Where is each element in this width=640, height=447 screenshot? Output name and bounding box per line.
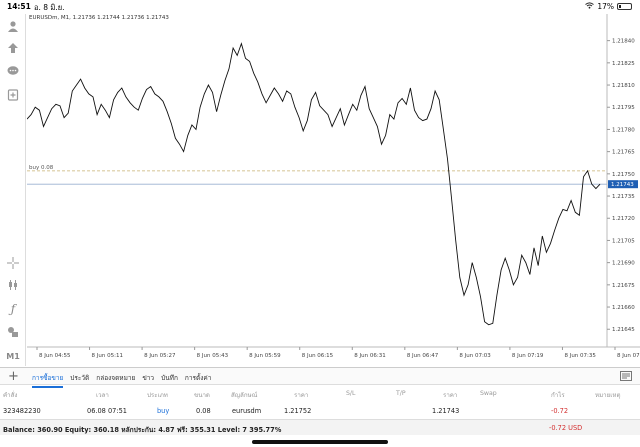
x-tick-label: 8 Jun 06:47 [407,353,439,359]
y-tick-label: 1.21750 [612,172,635,178]
x-tick-label: 8 Jun 05:11 [92,353,123,359]
x-tick-label: 8 Jun 06:31 [354,353,385,359]
buy-level-label: buy 0.08 [29,165,54,171]
status-bar: 14:51 อ. 8 มิ.ย. 17% [0,0,640,14]
y-tick-label: 1.21720 [612,216,635,222]
y-tick-label: 1.21735 [612,194,635,200]
chat-icon[interactable] [4,62,22,80]
y-tick-label: 1.21765 [612,150,635,156]
left-toolbar: ƒ M1 [0,14,26,366]
tab-settings[interactable]: การตั้งค่า [184,374,212,382]
tab-news[interactable]: ข่าว [142,374,155,382]
home-indicator [252,440,388,444]
y-tick-label: 1.21645 [612,327,635,333]
tab-journal[interactable]: บันทึก [161,374,178,382]
x-tick-label: 8 Jun 05:43 [197,353,229,359]
order-size: 0.08 [196,407,211,415]
x-tick-label: 8 Jun 07:35 [564,353,596,359]
col-size: ขนาด [194,392,210,399]
order-id: 323482230 [3,407,41,415]
y-tick-label: 1.21660 [612,305,635,311]
current-price-text: 1.21743 [611,182,634,188]
add-tab-button[interactable]: + [8,369,19,384]
candlestick-icon[interactable] [4,276,22,294]
balance-summary: Balance: 360.90 Equity: 360.18 หลักประกั… [3,426,282,434]
order-price: 1.21743 [432,407,460,415]
terminal-tabs: การซื้อขาย ประวัติ กล่องจดหมาย ข่าว บันท… [32,373,211,388]
col-price: ราคา [443,392,458,399]
terminal-tabbar: + การซื้อขาย ประวัติ กล่องจดหมาย ข่าว บั… [0,367,640,388]
wifi-icon [585,2,595,11]
trade-icon[interactable] [4,39,22,57]
col-type: ประเภท [147,392,168,399]
tab-mailbox[interactable]: กล่องจดหมาย [96,374,136,382]
terminal-menu-icon[interactable] [620,371,632,384]
objects-icon[interactable] [4,323,22,341]
chart-header: EURUSDm, M1, 1.21736 1.21744 1.21736 1.2… [29,15,169,21]
total-profit: -0.72 USD [549,424,583,432]
y-tick-label: 1.21825 [612,61,635,67]
y-tick-label: 1.21840 [612,39,635,45]
y-tick-label: 1.21795 [612,105,635,111]
col-tp: T/P [396,390,406,397]
date: อ. 8 มิ.ย. [34,3,65,12]
col-order: คำสั่ง [3,392,18,399]
x-tick-label: 8 Jun 07:51 [617,353,640,359]
orders-table-header: คำสั่ง เวลา ประเภท ขนาด สัญลักษณ์ ราคา S… [0,388,640,400]
price-series-line [26,42,601,326]
col-open-price: ราคา [294,392,309,399]
clock: 14:51 [7,2,31,11]
y-tick-label: 1.21675 [612,283,635,289]
x-tick-label: 8 Jun 04:55 [39,353,71,359]
chart-svg[interactable]: buy 0.08 1.21840 1.21825 1.21810 1.21795 1.2… [26,14,640,366]
crosshair-icon[interactable] [4,254,22,272]
battery-icon [617,3,632,10]
x-tick-label: 8 Jun 07:03 [459,353,491,359]
col-symbol: สัญลักษณ์ [231,392,258,399]
x-tick-label: 8 Jun 06:15 [302,353,334,359]
tab-history[interactable]: ประวัติ [70,374,90,382]
y-tick-label: 1.21780 [612,127,635,133]
account-icon[interactable] [4,17,22,35]
price-chart[interactable]: buy 0.08 1.21840 1.21825 1.21810 1.21795 1.2… [26,14,640,366]
col-profit: กำไร [551,392,565,399]
y-tick-label: 1.21810 [612,83,635,89]
current-price-tag [608,180,638,189]
status-right: 17% [585,2,632,11]
col-time: เวลา [96,392,109,399]
col-swap: Swap [480,390,497,397]
x-tick-label: 8 Jun 07:19 [512,353,544,359]
new-order-icon[interactable] [4,86,22,104]
order-type: buy [157,407,170,415]
y-tick-label: 1.21705 [612,238,635,244]
table-row[interactable]: 323482230 06.08 07:51 buy 0.08 eurusdm 1… [0,405,640,417]
x-tick-label: 8 Jun 05:59 [249,353,281,359]
order-time: 06.08 07:51 [87,407,127,415]
col-comment: หมายเหตุ [595,392,621,399]
order-profit: -0.72 [551,407,569,415]
timeframe-icon[interactable]: M1 [6,351,20,361]
order-symbol: eurusdm [232,407,262,415]
x-tick-label: 8 Jun 05:27 [144,353,176,359]
order-open-price: 1.21752 [284,407,312,415]
balance-bar: Balance: 360.90 Equity: 360.18 หลักประกั… [0,419,640,435]
battery-percent: 17% [597,2,614,11]
tab-trade[interactable]: การซื้อขาย [32,373,64,388]
indicators-icon[interactable]: ƒ [10,302,16,316]
col-sl: S/L [346,390,356,397]
y-tick-label: 1.21690 [612,261,635,267]
